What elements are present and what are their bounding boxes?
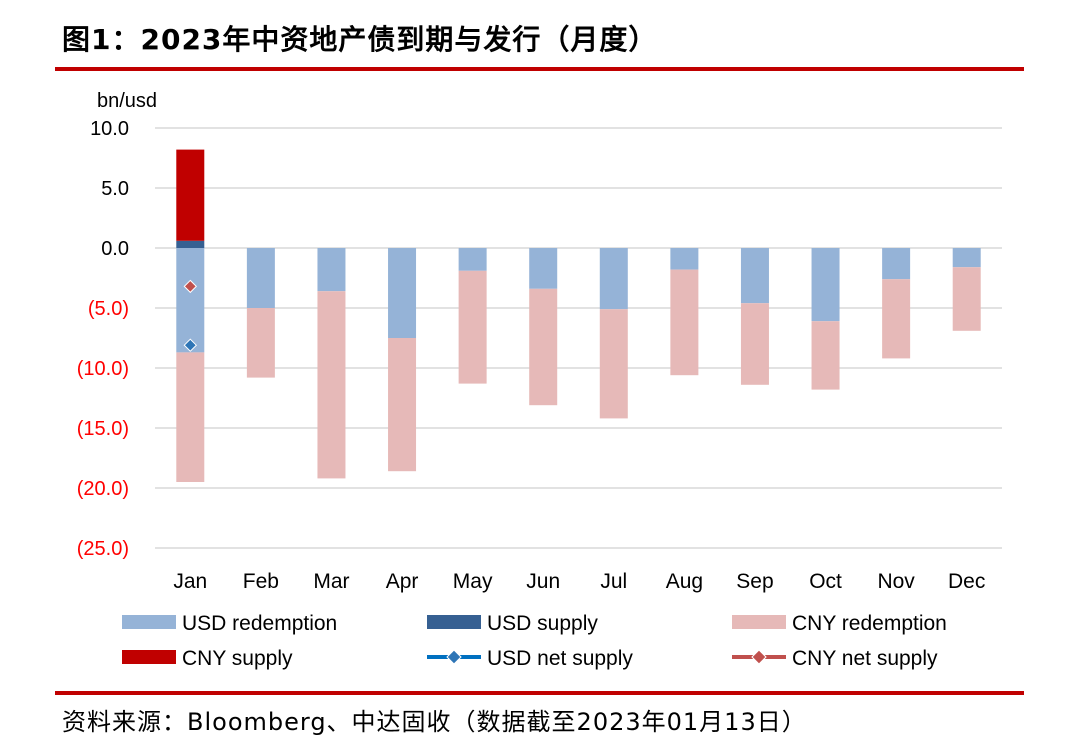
bar-usd-redemption-jan — [176, 248, 205, 353]
bar-cny-redemption-feb — [246, 308, 275, 378]
y-tick-label: 10.0 — [90, 118, 129, 140]
bar-usd-redemption-aug — [670, 248, 699, 270]
legend-label-cny-supply: CNY supply — [182, 647, 293, 670]
y-tick-label: 0.0 — [101, 238, 129, 260]
bar-usd-redemption-oct — [811, 248, 840, 322]
y-tick-label: (20.0) — [77, 478, 129, 500]
x-tick-label: Jan — [173, 570, 207, 593]
x-tick-label: Oct — [809, 570, 842, 593]
bar-usd-redemption-may — [458, 248, 487, 271]
legend-swatch-cny-redemption — [732, 615, 786, 629]
bars — [176, 149, 981, 482]
source-note: 资料来源：Bloomberg、中达固收（数据截至2023年01月13日） — [62, 708, 807, 736]
legend-marker-cny-net-supply — [751, 649, 767, 665]
legend-label-cny-net-supply: CNY net supply — [792, 647, 938, 670]
y-tick-label: 5.0 — [101, 178, 129, 200]
bar-usd-redemption-nov — [882, 248, 911, 280]
x-tick-label: Sep — [736, 570, 773, 593]
bar-usd-redemption-jun — [529, 248, 558, 289]
legend-swatch-usd-redemption — [122, 615, 176, 629]
bar-cny-redemption-dec — [952, 267, 981, 331]
marker-cny-net-supply-jan — [183, 279, 197, 294]
legend-label-cny-redemption: CNY redemption — [792, 612, 947, 635]
x-tick-label: Aug — [666, 570, 703, 593]
bottom-rule — [55, 691, 1024, 695]
legend-swatch-usd-supply — [427, 615, 481, 629]
legend-swatch-cny-supply — [122, 650, 176, 664]
bar-cny-redemption-mar — [317, 291, 346, 479]
net-supply-markers — [183, 279, 197, 352]
bar-cny-redemption-sep — [740, 303, 769, 385]
bar-usd-redemption-apr — [388, 248, 417, 338]
x-tick-label: May — [453, 570, 493, 593]
bar-cny-redemption-nov — [882, 279, 911, 359]
y-tick-label: (15.0) — [77, 418, 129, 440]
y-axis-label: bn/usd — [97, 90, 157, 112]
figure-title: 图1：2023年中资地产债到期与发行（月度） — [62, 23, 658, 56]
axes: 10.0 5.0 0.0 (5.0) (10.0) (15.0) (20.0) (25.0) b… — [77, 90, 986, 593]
bar-cny-redemption-apr — [388, 338, 417, 472]
grid-lines — [155, 127, 1002, 549]
bar-cny-redemption-jul — [599, 309, 628, 419]
legend-label-usd-net-supply: USD net supply — [487, 647, 633, 670]
x-tick-label: Jul — [600, 570, 627, 593]
legend-label-usd-supply: USD supply — [487, 612, 598, 635]
bar-usd-supply-jan — [176, 240, 205, 248]
marker-usd-net-supply-jan — [183, 338, 197, 352]
x-tick-label: Apr — [386, 570, 419, 593]
x-tick-label: Jun — [526, 570, 560, 593]
bar-cny-redemption-jun — [529, 288, 558, 406]
y-tick-label: (5.0) — [88, 298, 129, 320]
bar-usd-redemption-jul — [599, 248, 628, 310]
bar-usd-redemption-sep — [740, 248, 769, 304]
bar-usd-redemption-dec — [952, 248, 981, 268]
legend: USD redemption USD supply CNY redemption CN… — [122, 612, 947, 670]
bar-cny-redemption-oct — [811, 321, 840, 390]
legend-label-usd-redemption: USD redemption — [182, 612, 337, 635]
y-tick-label: (10.0) — [77, 358, 129, 380]
bar-cny-redemption-may — [458, 270, 487, 384]
top-rule — [55, 67, 1024, 71]
x-tick-label: Dec — [948, 570, 985, 593]
bar-usd-redemption-mar — [317, 248, 346, 292]
x-tick-label: Feb — [243, 570, 279, 593]
y-tick-label: (25.0) — [77, 538, 129, 560]
x-tick-label: Mar — [313, 570, 349, 593]
bar-cny-redemption-aug — [670, 269, 699, 376]
legend-marker-usd-net-supply — [446, 649, 462, 665]
bar-cny-supply-jan — [176, 149, 205, 241]
bar-usd-redemption-feb — [246, 248, 275, 308]
x-tick-label: Nov — [877, 570, 915, 593]
bar-cny-redemption-jan — [176, 352, 205, 482]
